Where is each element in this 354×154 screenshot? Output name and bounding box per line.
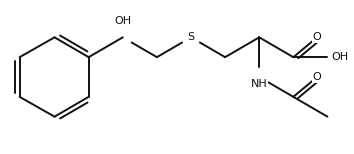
Text: O: O bbox=[313, 72, 321, 82]
Text: O: O bbox=[313, 32, 321, 42]
Text: NH: NH bbox=[251, 79, 268, 89]
Text: OH: OH bbox=[114, 16, 131, 26]
Text: S: S bbox=[187, 32, 195, 42]
Text: OH: OH bbox=[331, 52, 349, 62]
